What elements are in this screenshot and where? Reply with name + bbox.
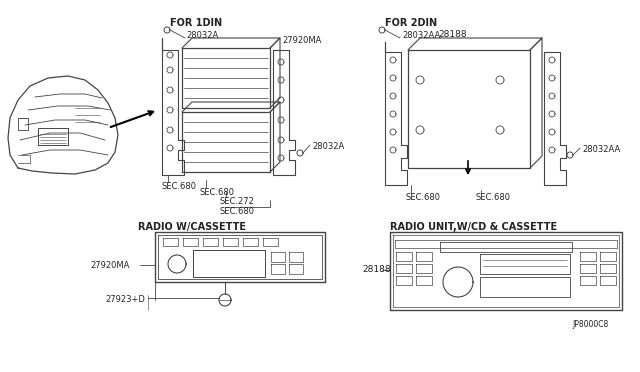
Text: JP8000C8: JP8000C8 — [572, 320, 608, 329]
Text: SEC.680: SEC.680 — [475, 193, 510, 202]
Text: RADIO UNIT,W/CD & CASSETTE: RADIO UNIT,W/CD & CASSETTE — [390, 222, 557, 232]
Text: 28188: 28188 — [438, 30, 467, 39]
Text: 28032A: 28032A — [312, 142, 344, 151]
Text: SEC.272: SEC.272 — [220, 197, 255, 206]
Text: 28032AA: 28032AA — [582, 145, 620, 154]
Text: 27920MA: 27920MA — [282, 36, 321, 45]
Text: 28032A: 28032A — [186, 31, 218, 39]
Text: RADIO W/CASSETTE: RADIO W/CASSETTE — [138, 222, 246, 232]
Text: FOR 1DIN: FOR 1DIN — [170, 18, 222, 28]
Text: FOR 2DIN: FOR 2DIN — [385, 18, 437, 28]
Text: SEC.680: SEC.680 — [200, 188, 235, 197]
Text: SEC.680: SEC.680 — [405, 193, 440, 202]
Text: SEC.680: SEC.680 — [220, 207, 255, 216]
Text: SEC.680: SEC.680 — [162, 182, 197, 191]
Text: 27920MA: 27920MA — [90, 260, 129, 269]
Text: 28188: 28188 — [362, 266, 390, 275]
Text: 27923+D: 27923+D — [105, 295, 145, 304]
Text: 28032AA: 28032AA — [402, 31, 440, 39]
